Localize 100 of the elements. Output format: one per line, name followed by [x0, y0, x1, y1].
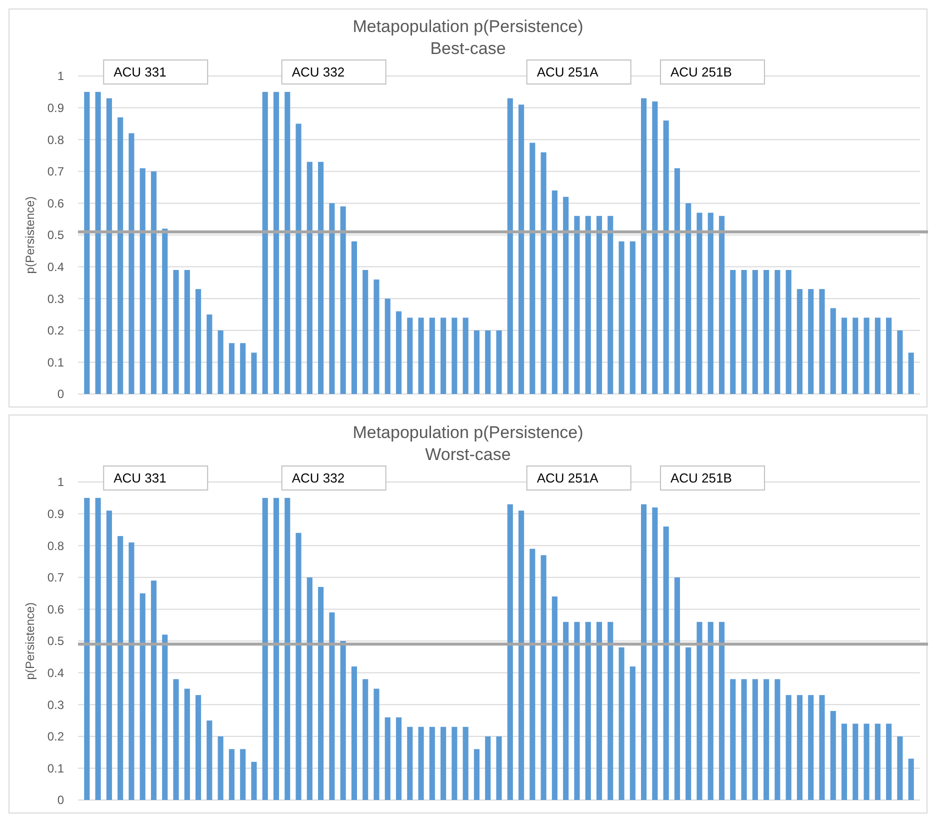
bar: [496, 330, 502, 394]
bar: [764, 270, 770, 394]
annotation: ACU 331: [114, 64, 166, 80]
bar: [741, 270, 747, 394]
bar: [874, 724, 880, 800]
bar: [340, 206, 346, 394]
y-tick-label: 0.5: [47, 228, 64, 242]
bar: [886, 318, 892, 394]
bar: [318, 586, 324, 800]
y-tick-label: 0.9: [47, 101, 64, 115]
text-box: ACU 251A: [526, 60, 632, 84]
bar: [708, 212, 714, 394]
bar: [563, 622, 569, 800]
bar: [618, 241, 624, 394]
bar: [196, 695, 202, 800]
bar: [429, 726, 435, 800]
bar: [206, 314, 212, 394]
bar: [262, 498, 268, 800]
bar: [496, 736, 502, 800]
bar: [574, 216, 580, 394]
y-axis-title: p(Persistence): [23, 602, 37, 680]
bar: [852, 318, 858, 394]
bar: [897, 330, 903, 394]
bar: [184, 270, 190, 394]
bar: [462, 318, 468, 394]
bar: [718, 216, 725, 394]
bar: [384, 717, 390, 800]
bar: [897, 736, 903, 800]
bar: [796, 289, 802, 394]
bar: [374, 688, 380, 800]
bar: [864, 724, 870, 800]
bar: [730, 270, 736, 394]
bar: [251, 762, 257, 800]
bar: [741, 679, 747, 800]
bar: [819, 289, 825, 394]
annotation: ACU 251A: [536, 64, 599, 80]
bar: [396, 717, 402, 800]
bar: [774, 270, 780, 394]
bar: [228, 749, 234, 800]
bar: [652, 507, 658, 800]
y-tick-label: 0.1: [47, 761, 64, 776]
y-tick-label: 0.5: [47, 634, 64, 648]
bar: [540, 152, 546, 394]
bar: [630, 241, 636, 394]
bar: [596, 216, 602, 394]
bar: [596, 622, 602, 800]
bar: [585, 216, 591, 394]
text-box: ACU 251A: [526, 466, 632, 490]
bar: [262, 92, 268, 394]
y-tick-label: 0.1: [47, 355, 64, 370]
annotation: ACU 332: [292, 470, 345, 486]
bar: [173, 679, 179, 800]
bar: [485, 330, 491, 394]
bar: [752, 679, 758, 800]
bar: [585, 622, 591, 800]
y-tick-label: 0.8: [47, 132, 64, 147]
bar: [362, 270, 368, 394]
bar: [184, 688, 190, 800]
bar: [218, 736, 224, 800]
bar: [752, 270, 758, 394]
bar: [407, 726, 413, 800]
bar: [273, 92, 280, 394]
bar: [786, 695, 792, 800]
bar: [306, 577, 312, 800]
bar: [874, 318, 880, 394]
bar: [218, 330, 224, 394]
bar: [118, 536, 124, 800]
bar: [206, 720, 212, 800]
bar: [563, 196, 569, 394]
bar: [908, 758, 914, 800]
bar: [686, 203, 692, 394]
bar: [196, 289, 202, 394]
y-tick-label: 0.2: [47, 324, 64, 338]
bar: [95, 92, 101, 394]
bar: [530, 548, 536, 800]
bar: [641, 504, 647, 800]
bar: [552, 190, 558, 394]
bar: [641, 98, 647, 394]
bar: [674, 577, 680, 800]
bar: [552, 596, 558, 800]
bar: [173, 270, 179, 394]
bar: [128, 133, 134, 394]
bar: [84, 498, 90, 800]
bar: [318, 162, 324, 394]
bar: [518, 104, 524, 394]
bar: [150, 580, 157, 800]
bar: [530, 142, 536, 394]
bar: [764, 679, 770, 800]
bar: [886, 724, 892, 800]
bar: [618, 647, 624, 800]
y-tick-label: 0: [57, 793, 64, 808]
bar: [819, 695, 825, 800]
bar: [162, 228, 168, 394]
bar: [273, 498, 280, 800]
bar: [251, 352, 257, 394]
bar: [696, 212, 702, 394]
bar: [418, 726, 424, 800]
bar: [908, 352, 914, 394]
bar: [474, 330, 480, 394]
bar: [407, 318, 413, 394]
